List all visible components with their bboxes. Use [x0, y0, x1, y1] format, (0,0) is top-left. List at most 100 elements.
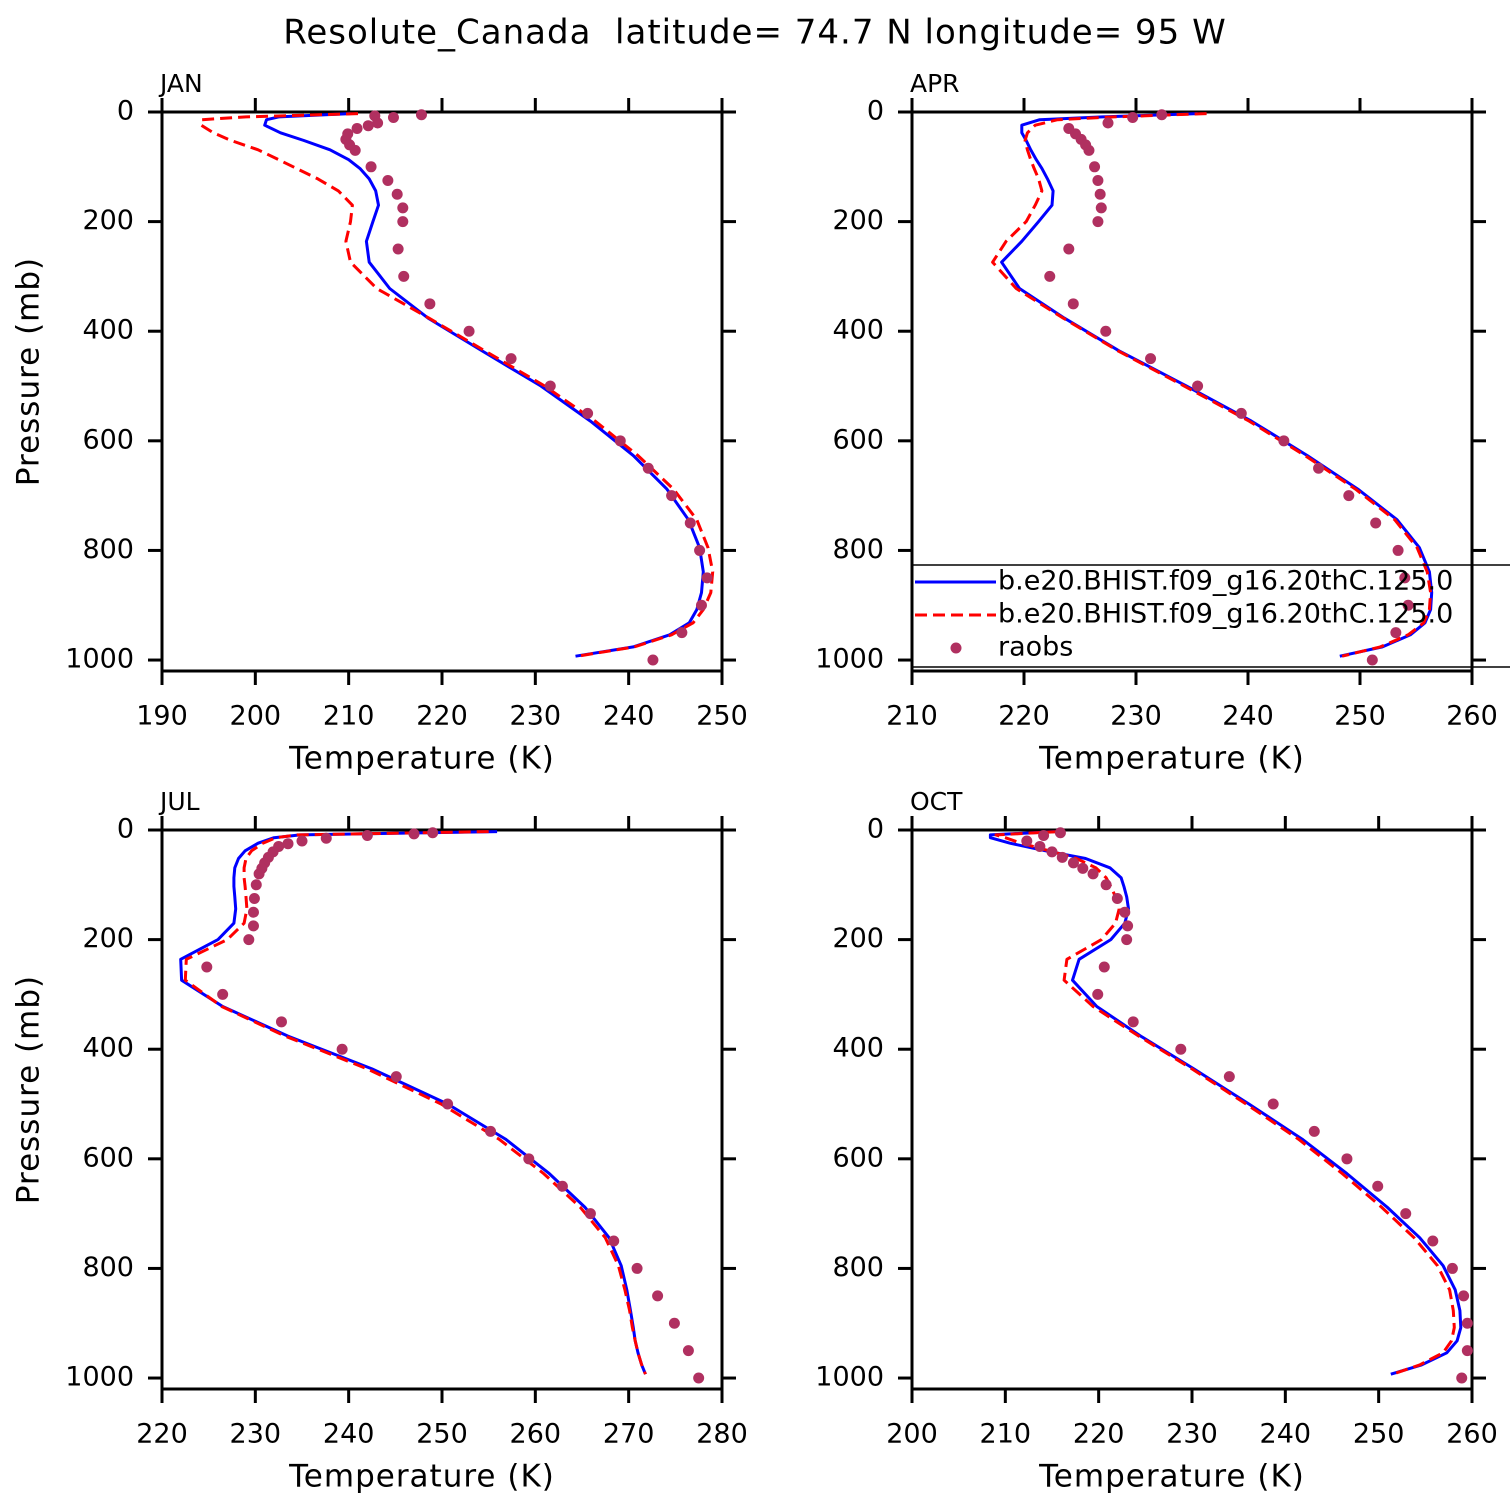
- obs-point: [415, 109, 427, 121]
- obs-point: [1095, 202, 1107, 214]
- obs-point: [1278, 435, 1290, 447]
- obs-point: [1370, 517, 1382, 529]
- obs-point: [1111, 893, 1123, 905]
- obs-point: [1098, 961, 1110, 973]
- x-tick-label: 260: [510, 1419, 562, 1450]
- obs-point: [1021, 835, 1033, 847]
- obs-point: [1458, 1290, 1470, 1302]
- obs-point: [682, 1345, 694, 1357]
- plot-frame: [910, 828, 1474, 1391]
- y-tick-label: 200: [832, 205, 884, 236]
- obs-point: [652, 1290, 664, 1302]
- obs-point: [1267, 1098, 1279, 1110]
- obs-point: [1366, 654, 1378, 666]
- legend-label: raobs: [998, 632, 1073, 663]
- model-line: [994, 830, 1456, 1376]
- obs-point: [631, 1262, 643, 1274]
- y-tick-label: 0: [867, 814, 884, 845]
- obs-point: [1089, 161, 1101, 173]
- obs-point: [248, 893, 260, 905]
- x-tick-label: 260: [1446, 1419, 1498, 1450]
- obs-point: [1192, 380, 1204, 392]
- x-axis-label: Temperature (K): [288, 741, 555, 777]
- x-axis-label: Temperature (K): [288, 1459, 555, 1495]
- obs-point: [1372, 1180, 1384, 1192]
- obs-point: [275, 1016, 287, 1028]
- obs-point: [1067, 298, 1079, 310]
- obs-point: [1087, 868, 1099, 880]
- x-axis-label: Temperature (K): [1038, 741, 1305, 777]
- obs-point: [243, 934, 255, 946]
- x-tick-label: 250: [1353, 1419, 1405, 1450]
- obs-point: [1127, 1016, 1139, 1028]
- obs-point: [1390, 627, 1402, 639]
- y-tick-label: 200: [82, 923, 134, 954]
- obs-point: [1100, 879, 1112, 891]
- x-tick-label: 210: [323, 701, 375, 732]
- obs-point: [201, 961, 213, 973]
- x-tick-label: 230: [230, 1419, 282, 1450]
- obs-point: [1461, 1345, 1473, 1357]
- plot-frame: [910, 110, 1474, 673]
- obs-point: [584, 1208, 596, 1220]
- model-line: [263, 112, 705, 658]
- obs-point: [1308, 1125, 1320, 1137]
- obs-point: [351, 122, 363, 134]
- figure-title: Resolute_Canada latitude= 74.7 N longitu…: [283, 13, 1226, 53]
- model-line: [988, 830, 1463, 1376]
- obs-point: [398, 270, 410, 282]
- obs-point: [1313, 462, 1325, 474]
- obs-point: [1156, 109, 1168, 121]
- y-tick-label: 600: [82, 424, 134, 455]
- obs-point: [694, 544, 706, 556]
- obs-point: [1119, 906, 1131, 918]
- x-tick-label: 200: [886, 1419, 938, 1450]
- x-tick-label: 250: [1334, 701, 1386, 732]
- x-tick-label: 250: [696, 701, 748, 732]
- obs-point: [544, 380, 556, 392]
- obs-point: [1092, 988, 1104, 1000]
- obs-point: [1077, 862, 1089, 874]
- y-tick-label: 1000: [815, 644, 884, 675]
- obs-point: [1446, 1262, 1458, 1274]
- y-tick-label: 0: [117, 96, 134, 127]
- obs-point: [1083, 144, 1095, 156]
- x-tick-label: 240: [603, 701, 655, 732]
- obs-point: [1054, 827, 1066, 839]
- x-tick-label: 240: [323, 1419, 375, 1450]
- obs-point: [397, 202, 409, 214]
- obs-point: [1056, 851, 1068, 863]
- obs-point: [1102, 117, 1114, 129]
- obs-point: [614, 435, 626, 447]
- obs-point: [320, 832, 332, 844]
- y-tick-label: 200: [82, 205, 134, 236]
- obs-point: [695, 599, 707, 611]
- x-tick-label: 230: [1166, 1419, 1218, 1450]
- obs-point: [282, 838, 294, 850]
- y-tick-label: 1000: [815, 1362, 884, 1393]
- panel-title: JAN: [158, 69, 203, 98]
- plot-frame: [160, 110, 724, 673]
- obs-point: [1427, 1235, 1439, 1247]
- obs-point: [647, 654, 659, 666]
- obs-point: [442, 1098, 454, 1110]
- obs-point: [668, 1317, 680, 1329]
- y-tick-label: 0: [867, 96, 884, 127]
- obs-point: [349, 144, 361, 156]
- y-tick-label: 600: [82, 1142, 134, 1173]
- obs-point: [1067, 857, 1079, 869]
- obs-point: [253, 868, 265, 880]
- y-tick-label: 0: [117, 814, 134, 845]
- obs-point: [608, 1235, 620, 1247]
- x-tick-label: 220: [136, 1419, 188, 1450]
- model-line: [991, 112, 1433, 658]
- obs-point: [1094, 188, 1106, 200]
- obs-point: [1063, 243, 1075, 255]
- x-tick-label: 270: [603, 1419, 655, 1450]
- obs-point: [1235, 407, 1247, 419]
- y-tick-label: 400: [82, 1033, 134, 1064]
